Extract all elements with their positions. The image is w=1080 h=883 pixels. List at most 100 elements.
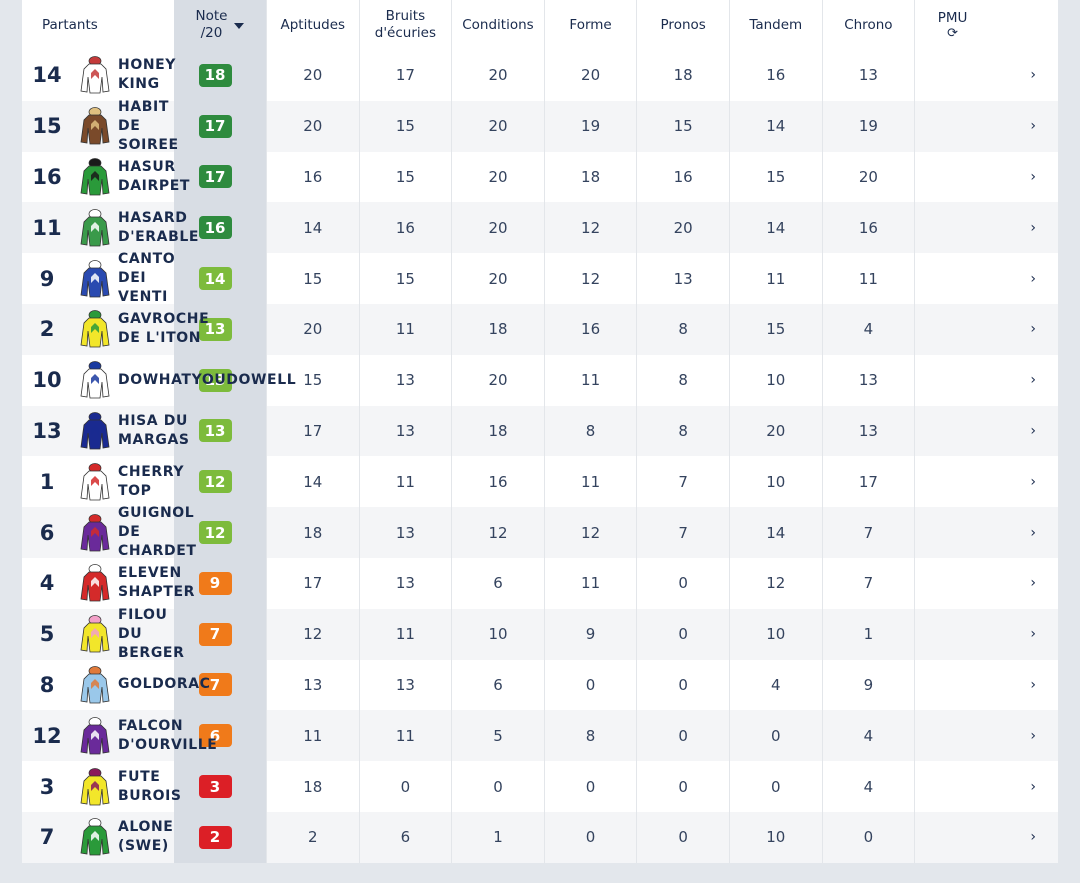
chevron-right-icon[interactable]: › (1030, 626, 1036, 643)
pmu-cell[interactable]: › (914, 50, 1058, 101)
tandem-cell: 20 (728, 405, 822, 457)
pmu-cell[interactable]: › (914, 710, 1058, 762)
pmu-cell[interactable]: › (914, 456, 1058, 508)
chevron-right-icon[interactable]: › (1030, 422, 1036, 439)
horse-name[interactable]: HONEY KING (118, 56, 177, 94)
header-pmu[interactable]: PMU ⟳ (914, 0, 1058, 50)
pmu-cell[interactable]: › (914, 659, 1058, 711)
horse-name[interactable]: GAVROCHE DE L'ITON (118, 310, 209, 348)
header-conditions[interactable]: Conditions (451, 0, 544, 50)
table-row[interactable]: 8 GOLDORAC 7 13 13 6 0 0 4 9 › (22, 659, 1058, 711)
header-bruits-label-2: d'écuries (374, 25, 436, 41)
chevron-right-icon[interactable]: › (1030, 321, 1036, 338)
chevron-right-icon[interactable]: › (1030, 67, 1036, 84)
table-row[interactable]: 2 GAVROCHE DE L'ITON 13 20 11 18 16 8 15 … (22, 303, 1058, 355)
table-row[interactable]: 14 HONEY KING 18 20 17 20 20 18 16 13 › (22, 50, 1058, 101)
horse-name[interactable]: FUTE BUROIS (118, 768, 181, 806)
table-row[interactable]: 9 CANTO DEI VENTI 14 15 15 20 12 13 11 11 … (22, 250, 1058, 307)
horse-name-line: DE L'ITON (118, 330, 202, 347)
pmu-cell[interactable]: › (914, 354, 1058, 406)
conditions-cell: 18 (451, 405, 544, 457)
horse-name[interactable]: CANTO DEI VENTI (118, 250, 175, 307)
pmu-cell[interactable]: › (914, 811, 1058, 863)
table-row[interactable]: 13 HISA DU MARGAS 13 17 13 18 8 8 20 13 › (22, 405, 1058, 457)
pmu-cell[interactable]: › (914, 202, 1058, 254)
note-badge: 13 (198, 368, 232, 392)
table-row[interactable]: 15 HABIT DE SOIREE 17 20 15 20 19 15 14 19… (22, 98, 1058, 155)
horse-name-line: D'ERABLE (118, 228, 200, 245)
table-row[interactable]: 4 ELEVEN SHAPTER 9 17 13 6 11 0 12 7 › (22, 557, 1058, 609)
pronos-cell: 20 (636, 202, 729, 254)
horse-name[interactable]: DOWHATYOUDOWELL (118, 371, 296, 390)
horse-name[interactable]: GOLDORAC (118, 675, 210, 694)
header-pronos-label: Pronos (660, 16, 706, 33)
chevron-right-icon[interactable]: › (1030, 473, 1036, 490)
chevron-right-icon[interactable]: › (1030, 270, 1036, 287)
table-row[interactable]: 6 GUIGNOL DE CHARDET 12 18 13 12 12 7 14 7… (22, 504, 1058, 561)
table-row[interactable]: 10 DOWHATYOUDOWELL 13 15 13 20 11 8 10 1… (22, 354, 1058, 406)
conditions-cell: 20 (451, 354, 544, 406)
horse-name-line: HONEY (118, 57, 177, 74)
horse-name[interactable]: HABIT DE SOIREE (118, 98, 178, 155)
chevron-right-icon[interactable]: › (1030, 575, 1036, 592)
tandem-cell: 10 (728, 354, 822, 406)
table-row[interactable]: 7 ALONE (SWE) 2 2 6 1 0 0 10 0 › (22, 811, 1058, 863)
pmu-cell[interactable]: › (914, 303, 1058, 355)
chevron-right-icon[interactable]: › (1030, 168, 1036, 185)
pmu-cell[interactable]: › (914, 100, 1058, 152)
chevron-right-icon[interactable]: › (1030, 778, 1036, 795)
header-forme[interactable]: Forme (543, 0, 637, 50)
chevron-right-icon[interactable]: › (1030, 829, 1036, 846)
horse-name[interactable]: ALONE (SWE) (118, 818, 174, 856)
chrono-cell: 13 (821, 354, 915, 406)
pmu-cell[interactable]: › (914, 557, 1058, 609)
horse-number: 8 (39, 672, 55, 697)
header-pronos[interactable]: Pronos (636, 0, 729, 50)
table-row[interactable]: 11 HASARD D'ERABLE 16 14 16 20 12 20 14 1… (22, 202, 1058, 254)
table-row[interactable]: 16 HASUR DAIRPET 17 16 15 20 18 16 15 20 … (22, 151, 1058, 203)
table-row[interactable]: 1 CHERRY TOP 12 14 11 16 11 7 10 17 › (22, 456, 1058, 508)
pmu-cell[interactable]: › (914, 405, 1058, 457)
chevron-right-icon[interactable]: › (1030, 524, 1036, 541)
chevron-right-icon[interactable]: › (1030, 118, 1036, 135)
pmu-cell[interactable]: › (914, 253, 1058, 304)
table-row[interactable]: 5 FILOU DU BERGER 7 12 11 10 9 0 10 1 › (22, 606, 1058, 663)
horse-name[interactable]: HISA DU MARGAS (118, 412, 189, 450)
header-partants[interactable]: Partants (42, 17, 98, 33)
pmu-cell[interactable]: › (914, 507, 1058, 558)
horse-name[interactable]: FALCON D'OURVILLE (118, 717, 217, 755)
chevron-right-icon[interactable]: › (1030, 219, 1036, 236)
pmu-cell[interactable]: › (914, 608, 1058, 660)
horse-name[interactable]: FILOU DU BERGER (118, 606, 184, 663)
header-aptitudes[interactable]: Aptitudes (266, 0, 359, 50)
horse-name[interactable]: HASARD D'ERABLE (118, 209, 200, 247)
horse-name-line: FUTE (118, 768, 161, 785)
header-chrono[interactable]: Chrono (821, 0, 915, 50)
conditions-cell: 20 (451, 151, 544, 203)
aptitudes-cell: 14 (266, 202, 359, 254)
header-note-sort[interactable]: Note /20 (174, 0, 266, 50)
horse-name[interactable]: GUIGNOL DE CHARDET (118, 504, 196, 561)
header-tandem[interactable]: Tandem (728, 0, 822, 50)
chevron-right-icon[interactable]: › (1030, 727, 1036, 744)
jockey-silk-icon (72, 259, 118, 299)
header-conditions-label: Conditions (462, 16, 534, 33)
conditions-cell: 1 (451, 811, 544, 863)
pmu-cell[interactable]: › (914, 151, 1058, 203)
tandem-cell: 15 (728, 303, 822, 355)
table-row[interactable]: 3 FUTE BUROIS 3 18 0 0 0 0 0 4 › (22, 761, 1058, 812)
chrono-cell: 16 (821, 202, 915, 254)
horse-name[interactable]: ELEVEN SHAPTER (118, 564, 194, 602)
pmu-cell[interactable]: › (914, 761, 1058, 812)
table-row[interactable]: 12 FALCON D'OURVILLE 6 11 11 5 8 0 0 4 › (22, 710, 1058, 762)
horse-name[interactable]: CHERRY TOP (118, 463, 183, 501)
jockey-silk-icon (72, 208, 118, 248)
header-bruits[interactable]: Bruits d'écuries (358, 0, 452, 50)
horse-name[interactable]: HASUR DAIRPET (118, 158, 189, 196)
horse-number: 16 (32, 164, 62, 189)
chevron-right-icon[interactable]: › (1030, 372, 1036, 389)
refresh-icon[interactable]: ⟳ (947, 25, 959, 41)
note-cell: 17 (174, 151, 266, 203)
chevron-right-icon[interactable]: › (1030, 676, 1036, 693)
chrono-cell: 1 (821, 608, 915, 660)
